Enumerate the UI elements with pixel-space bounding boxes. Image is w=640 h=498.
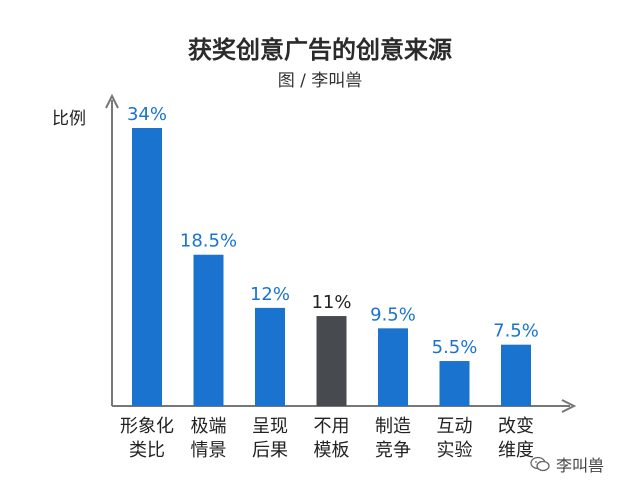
y-axis-arrow [105,93,119,109]
bar-value-label: 5.5% [432,337,478,358]
category-label: 实验 [437,440,473,461]
wechat-icon [530,456,550,472]
watermark-text: 李叫兽 [556,456,605,475]
bar-value-label: 18.5% [180,231,237,252]
bar [132,128,162,406]
bar [378,328,408,406]
bar [316,316,347,406]
bar-value-label: 11% [311,292,351,313]
category-label: 模板 [314,440,350,461]
bar-value-label: 12% [250,284,290,305]
bar [193,254,224,406]
category-label: 极端 [191,416,227,437]
category-label: 呈现 [252,416,288,437]
watermark: 李叫兽 [530,452,604,476]
category-label: 互动 [437,416,473,437]
bar [501,344,531,406]
category-label: 竞争 [375,440,411,461]
bar [255,307,285,406]
category-label: 改变 [498,416,534,437]
bar-value-label: 9.5% [370,304,416,325]
category-label: 制造 [375,416,411,437]
chart-title: 获奖创意广告的创意来源 [188,36,452,64]
category-label: 类比 [129,440,165,461]
category-label: 形象化 [120,416,174,437]
bar-series [132,128,531,406]
category-label: 维度 [498,440,534,461]
category-label: 不用 [314,416,350,437]
category-label: 情景 [191,440,227,461]
category-label: 后果 [252,440,288,461]
x-axis-arrow [561,399,577,413]
bar-value-label: 7.5% [493,321,539,342]
value-labels: 34% 18.5% 12% 11% 9.5% 5.5% 7.5% [127,104,539,358]
y-axis-label: 比例 [52,109,86,129]
bar-value-label: 34% [127,104,167,125]
chart-subtitle: 图 / 李叫兽 [277,71,363,91]
bar [439,361,470,406]
